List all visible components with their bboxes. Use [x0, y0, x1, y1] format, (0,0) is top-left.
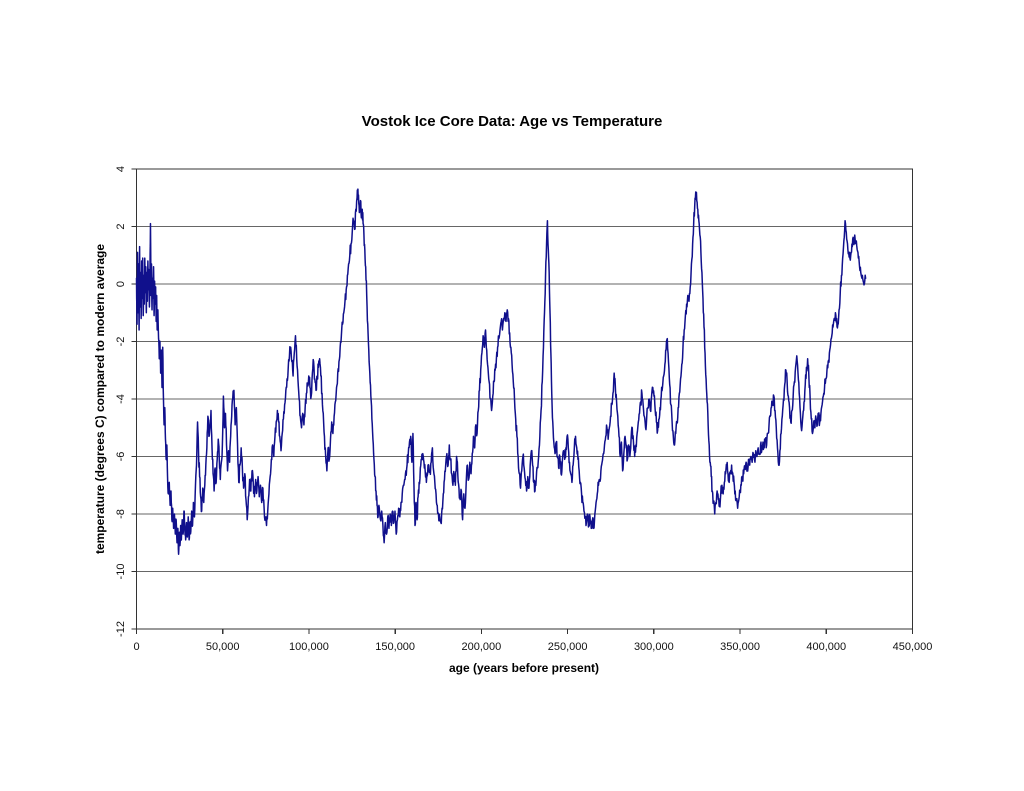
x-tick-label: 300,000: [634, 641, 674, 653]
x-axis-title: age (years before present): [448, 661, 600, 675]
y-tick-label: -6: [115, 452, 127, 462]
y-axis-title: temperature (degrees C) compared to mode…: [93, 243, 107, 555]
x-tick-label: 0: [133, 641, 139, 653]
x-tick-label: 200,000: [462, 641, 502, 653]
x-tick-label: 50,000: [206, 641, 240, 653]
x-tick-label: 150,000: [375, 641, 415, 653]
chart-title: Vostok Ice Core Data: Age vs Temperature: [361, 113, 663, 130]
x-tick-label: 400,000: [806, 641, 846, 653]
x-tick-label: 450,000: [893, 641, 933, 653]
x-tick-label: 100,000: [289, 641, 329, 653]
y-tick-label: 0: [115, 281, 127, 287]
x-tick-label: 350,000: [720, 641, 760, 653]
y-tick-label: -4: [115, 394, 127, 404]
y-tick-label: -8: [115, 509, 127, 519]
x-tick-label: 250,000: [548, 641, 588, 653]
y-tick-label: 2: [115, 223, 127, 229]
y-tick-label: -12: [115, 621, 127, 637]
y-tick-label: 4: [115, 166, 127, 172]
temperature-series-line: [135, 188, 867, 555]
y-tick-label: -10: [115, 564, 127, 580]
y-tick-label: -2: [115, 337, 127, 347]
